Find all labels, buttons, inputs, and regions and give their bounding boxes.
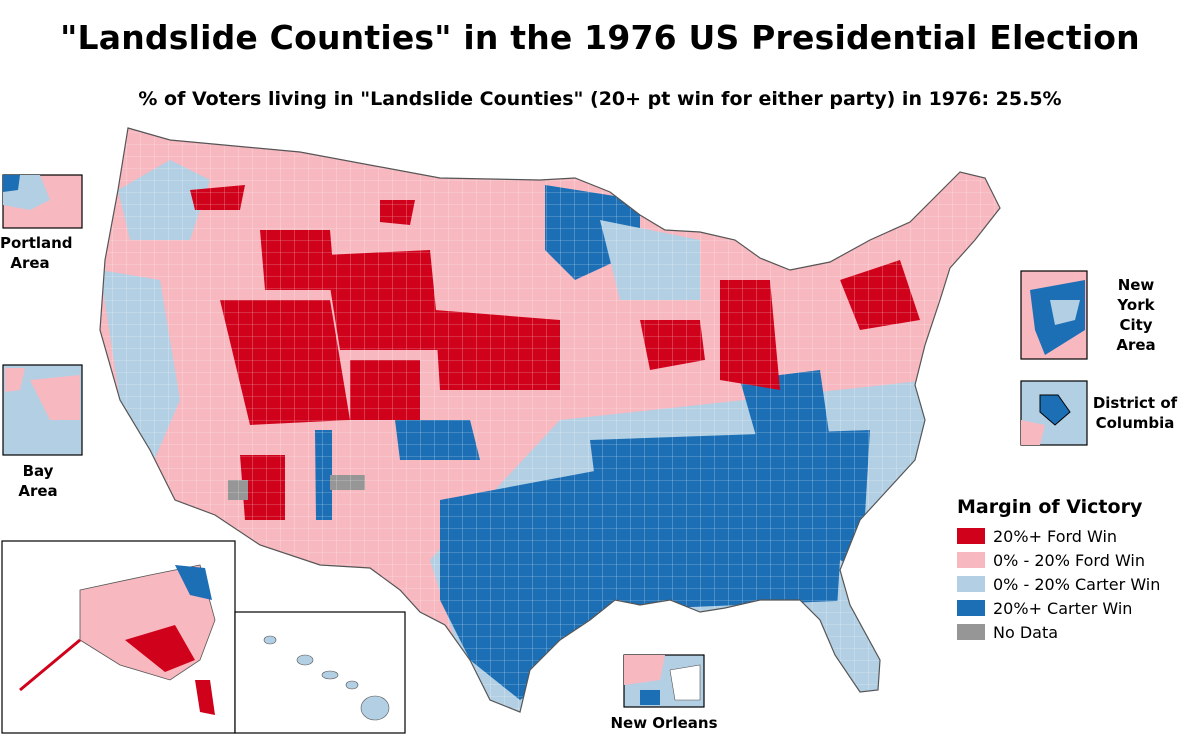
- new-orleans-inset: [623, 654, 705, 708]
- legend: Margin of Victory 20%+ Ford Win 0% - 20% …: [957, 496, 1160, 644]
- legend-label: 20%+ Ford Win: [993, 526, 1118, 546]
- portland-inset: [2, 174, 83, 229]
- legend-label: 0% - 20% Ford Win: [993, 550, 1145, 570]
- legend-item: 0% - 20% Carter Win: [957, 572, 1160, 596]
- legend-label: 20%+ Carter Win: [993, 598, 1133, 618]
- legend-item: 0% - 20% Ford Win: [957, 548, 1160, 572]
- dc-inset: [1020, 380, 1088, 446]
- nyc-label: New York City Area: [1116, 276, 1156, 354]
- new-orleans-label: New Orleans: [610, 714, 718, 732]
- legend-label: No Data: [993, 622, 1059, 642]
- legend-swatch: [957, 600, 985, 616]
- legend-swatch: [957, 528, 985, 544]
- legend-item: No Data: [957, 620, 1160, 644]
- legend-title: Margin of Victory: [957, 496, 1143, 518]
- legend-item: 20%+ Ford Win: [957, 524, 1160, 548]
- legend-swatch: [957, 624, 985, 640]
- dc-label: District of Columbia: [1092, 394, 1178, 432]
- legend-swatch: [957, 576, 985, 592]
- map-subtitle: % of Voters living in "Landslide Countie…: [138, 88, 1062, 110]
- hawaii-inset: [234, 611, 406, 734]
- legend-swatch: [957, 552, 985, 568]
- portland-label: Portland Area: [0, 234, 73, 272]
- map-title: "Landslide Counties" in the 1976 US Pres…: [60, 18, 1140, 57]
- alaska-inset: [1, 540, 236, 734]
- legend-label: 0% - 20% Carter Win: [993, 574, 1161, 594]
- legend-item: 20%+ Carter Win: [957, 596, 1160, 620]
- nyc-inset: [1020, 270, 1088, 360]
- bay-area-inset: [2, 364, 83, 456]
- bay-area-label: Bay Area: [18, 462, 58, 500]
- legend-items: 20%+ Ford Win 0% - 20% Ford Win 0% - 20% C…: [957, 524, 1160, 644]
